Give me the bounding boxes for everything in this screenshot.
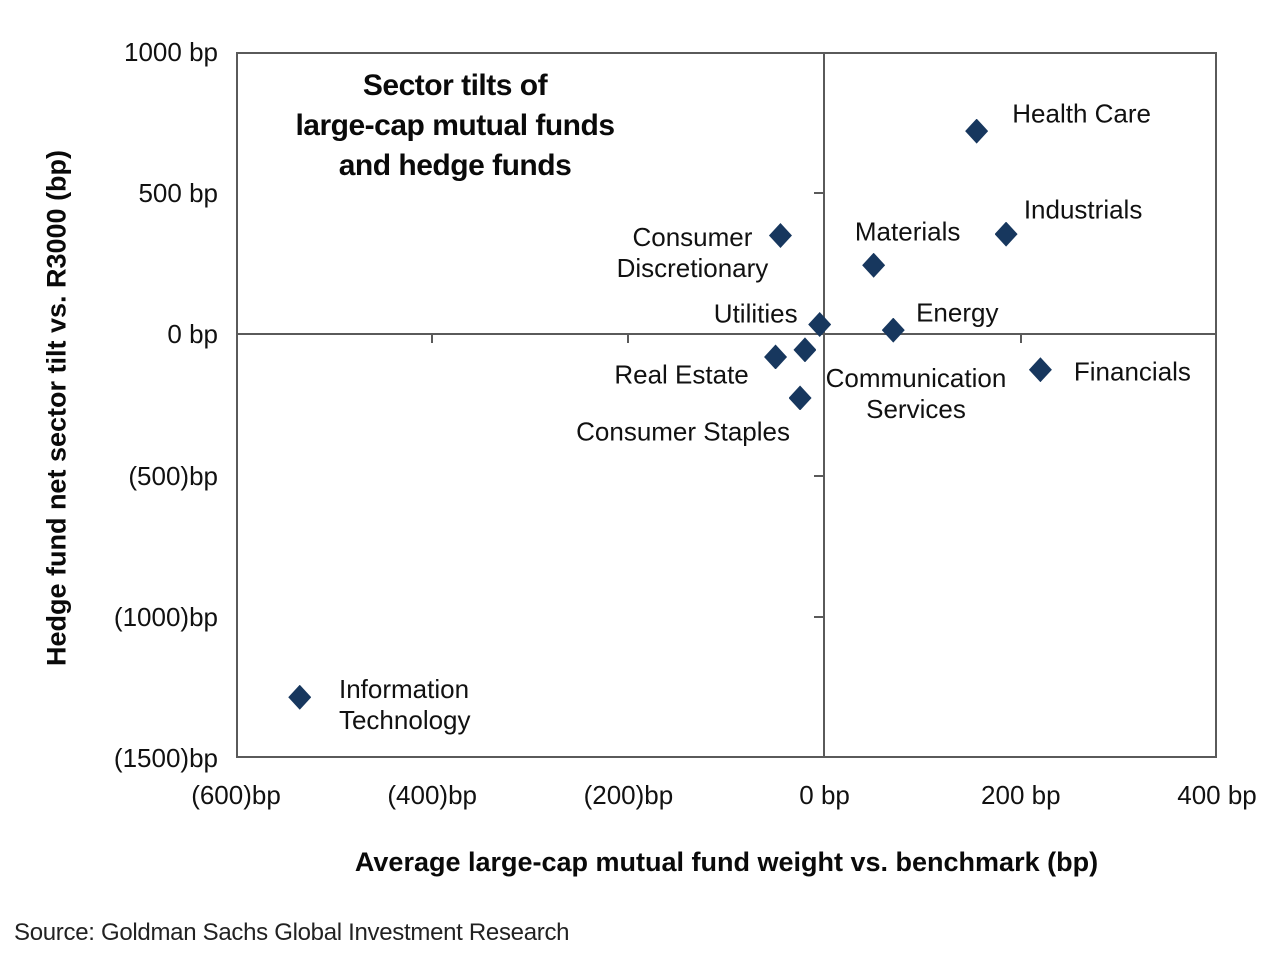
x-tick-label-400-bp: (400)bp bbox=[387, 780, 477, 810]
plot-area bbox=[236, 52, 1217, 758]
data-point-financials bbox=[1028, 357, 1052, 383]
chart-title-line-1: Sector tilts of bbox=[362, 69, 548, 102]
y-axis-title: Hedge fund net sector tilt vs. R3000 (bp… bbox=[41, 149, 72, 667]
x-tick-mark-400 bbox=[431, 334, 434, 344]
data-point-label-energy: Energy bbox=[916, 298, 998, 329]
data-point-label-line: Communication bbox=[825, 362, 1007, 393]
y-tick-mark-1000 bbox=[813, 615, 825, 618]
data-point-label-line: Consumer bbox=[632, 221, 753, 252]
x-tick-mark-200 bbox=[1019, 334, 1022, 344]
y-tick-mark-500 bbox=[813, 474, 825, 477]
data-point-label-consumer-discretionary: Consumer Discretionary bbox=[617, 222, 769, 284]
data-point-label-real-estate: Real Estate bbox=[614, 359, 748, 390]
chart-title: Sector tilts of large-cap mutual funds a… bbox=[175, 66, 735, 186]
data-point-label-line: Energy bbox=[916, 297, 999, 328]
y-tick-label-500-bp: (500)bp bbox=[128, 460, 218, 491]
x-axis-title: Average large-cap mutual fund weight vs.… bbox=[354, 847, 1099, 877]
data-point-label-line: Utilities bbox=[713, 298, 798, 329]
data-point-label-information-technology: Information Technology bbox=[339, 674, 471, 736]
data-point-label-line: Real Estate bbox=[614, 359, 749, 390]
data-point-label-communication-services: Communication Services bbox=[826, 363, 1007, 425]
x-tick-label-0-bp: 0 bp bbox=[799, 780, 850, 810]
data-point-communication-services bbox=[793, 337, 817, 363]
data-point-label-line: Information bbox=[338, 674, 470, 705]
data-point-label-health-care: Health Care bbox=[1012, 99, 1151, 130]
data-point-health-care bbox=[965, 118, 989, 144]
data-point-consumer-staples bbox=[788, 385, 812, 411]
data-point-label-line: Health Care bbox=[1012, 98, 1152, 129]
y-tick-label-1500-bp: (1500)bp bbox=[113, 743, 218, 773]
data-point-energy bbox=[881, 317, 905, 343]
x-tick-label-200-bp: (200)bp bbox=[583, 780, 674, 810]
chart-title-line-3: and hedge funds bbox=[338, 149, 572, 182]
y-tick-label-500-bp: 500 bp bbox=[138, 178, 218, 209]
data-point-label-utilities: Utilities bbox=[714, 298, 798, 329]
y-tick-label-1000-bp: (1000)bp bbox=[113, 601, 218, 632]
data-point-industrials bbox=[994, 221, 1018, 247]
data-point-utilities bbox=[808, 312, 832, 338]
data-point-label-line: Consumer Staples bbox=[576, 416, 791, 447]
zero-line-horizontal bbox=[236, 333, 1217, 335]
data-point-label-line: Discretionary bbox=[616, 252, 769, 283]
x-tick-label-400-bp: 400 bp bbox=[1177, 780, 1257, 810]
x-tick-label-600-bp: (600)bp bbox=[191, 780, 281, 810]
y-tick-label-1000-bp: 1000 bp bbox=[124, 37, 218, 67]
y-tick-mark-500 bbox=[813, 192, 825, 195]
x-tick-label-200-bp: 200 bp bbox=[981, 780, 1061, 810]
data-point-label-line: Materials bbox=[854, 216, 961, 247]
data-point-label-consumer-staples: Consumer Staples bbox=[576, 416, 790, 447]
source-note: Source: Goldman Sachs Global Investment … bbox=[14, 919, 570, 946]
data-point-materials bbox=[862, 252, 886, 278]
data-point-label-line: Technology bbox=[338, 705, 471, 736]
zero-line-vertical bbox=[823, 52, 825, 758]
data-point-label-line: Financials bbox=[1073, 356, 1191, 387]
chart-title-line-2: large-cap mutual funds bbox=[295, 109, 615, 142]
data-point-consumer-discretionary bbox=[768, 223, 792, 249]
x-tick-mark-200 bbox=[627, 334, 630, 344]
data-point-label-financials: Financials bbox=[1074, 356, 1191, 387]
data-point-label-line: Industrials bbox=[1023, 194, 1143, 225]
data-point-label-line: Services bbox=[866, 393, 966, 424]
y-tick-label-0-bp: 0 bp bbox=[167, 319, 218, 350]
data-point-label-industrials: Industrials bbox=[1024, 195, 1143, 226]
data-point-information-technology bbox=[288, 684, 312, 710]
data-point-label-materials: Materials bbox=[855, 217, 960, 248]
data-point-real-estate bbox=[764, 344, 788, 370]
